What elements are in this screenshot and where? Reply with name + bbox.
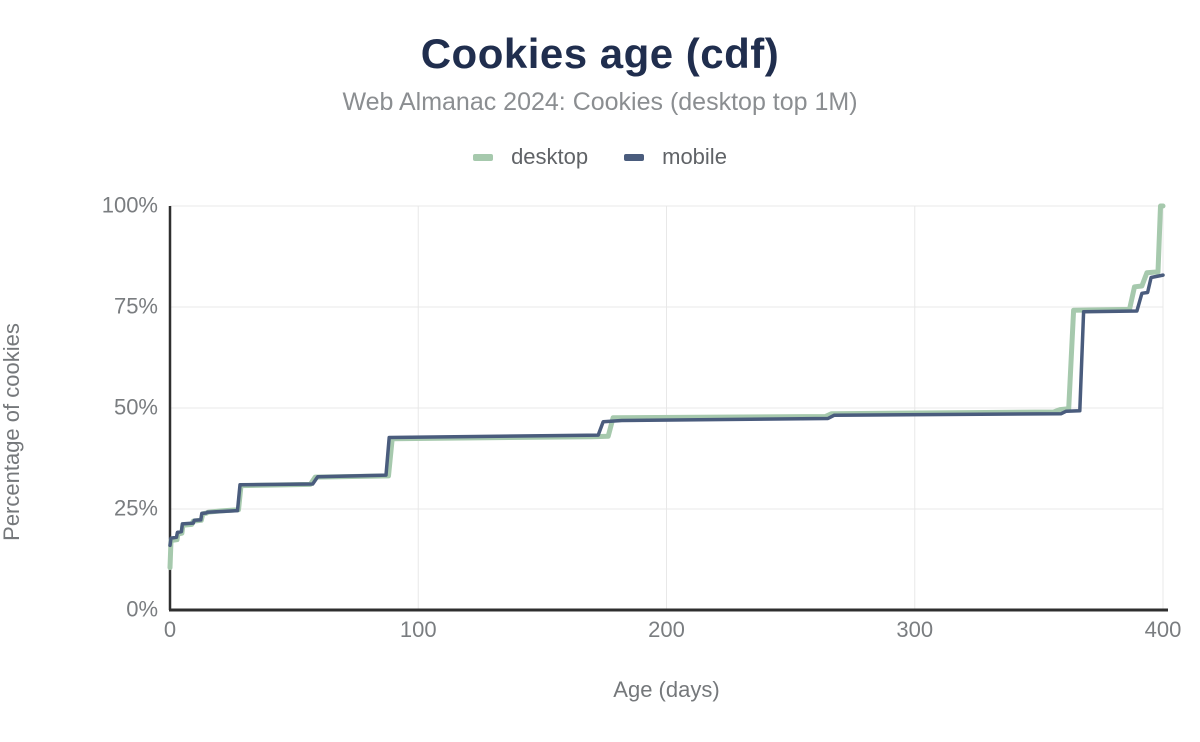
legend-swatch-icon [624,153,645,161]
legend: desktop mobile [0,144,1200,170]
x-tick-label-300: 300 [896,617,934,642]
x-tick-label-100: 100 [399,617,437,642]
legend-label: desktop [511,144,589,169]
x-tick-label-400: 400 [1144,617,1182,642]
x-tick-label-200: 200 [648,617,685,642]
chart-subtitle: Web Almanac 2024: Cookies (desktop top 1… [342,88,858,116]
legend-swatch-icon [473,153,494,161]
y-tick-label-25: 25% [113,495,158,521]
series-line-mobile [168,273,1165,548]
x-tick-label-0: 0 [163,617,177,642]
legend-label: mobile [662,144,727,169]
legend-item-desktop: desktop [473,144,588,170]
y-tick-label-75: 75% [113,293,158,319]
chart-title: Cookies age (cdf) [420,30,780,77]
y-tick-label-0: 0% [126,596,158,622]
y-tick-label-100: 100% [101,192,158,218]
y-tick-label-50: 50% [113,394,158,420]
legend-item-mobile: mobile [624,144,727,170]
x-axis-title: Age (days) [613,677,720,702]
